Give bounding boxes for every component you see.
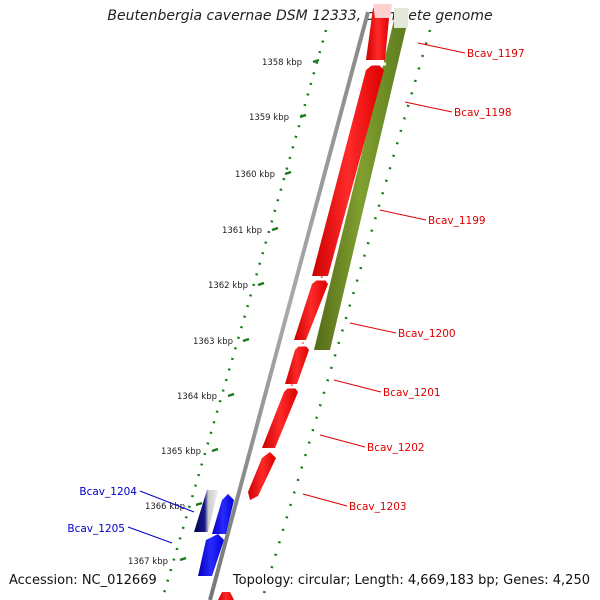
gene-label-bcav-1202: Bcav_1202 <box>367 442 425 454</box>
tick-mark <box>195 501 203 507</box>
tick-label: 1367 kbp <box>128 557 168 567</box>
gene-label-bcav-1204: Bcav_1204 <box>79 486 137 498</box>
gene-label-bcav-1199: Bcav_1199 <box>428 215 486 227</box>
tick-mark <box>227 392 235 398</box>
leader-line <box>139 490 195 513</box>
leader-line <box>349 322 397 334</box>
tick-mark <box>257 281 265 287</box>
leader-line <box>417 42 466 54</box>
leader-line <box>319 434 366 448</box>
gene-label-bcav-1198: Bcav_1198 <box>454 107 512 119</box>
scale-ticks: 1358 kbp 1359 kbp 1360 kbp 1361 kbp 1362 kbp… <box>128 58 320 567</box>
leader-line <box>302 493 348 507</box>
gene-arrow-bcav-1205b <box>198 534 224 576</box>
gene-arrow-bcav-1200 <box>285 342 309 384</box>
tick-mark <box>312 58 320 64</box>
tick-mark <box>179 556 187 562</box>
tick-label: 1363 kbp <box>193 337 233 347</box>
olive-feature-fade <box>394 8 408 28</box>
tick-label: 1366 kbp <box>145 502 185 512</box>
gene-arrow-bcav-1198 <box>312 62 384 276</box>
forward-gene-track <box>218 4 392 600</box>
gene-arrow-bcav-1202 <box>248 452 276 500</box>
accession-text: Accession: NC_012669 <box>9 573 157 588</box>
tick-mark <box>284 170 292 176</box>
gene-arrow-bcav-1197-fade <box>373 4 392 18</box>
topology-text: Topology: circular; Length: 4,669,183 bp… <box>232 573 590 588</box>
reverse-gene-track <box>194 490 234 576</box>
tick-label: 1364 kbp <box>177 392 217 402</box>
gene-arrow-bcav-1204 <box>194 490 218 532</box>
gene-arrow-bcav-1201 <box>262 384 298 448</box>
gene-labels: Bcav_1197 Bcav_1198 Bcav_1199 Bcav_1200 Bcav… <box>67 42 525 544</box>
tick-label: 1359 kbp <box>249 113 289 123</box>
tick-label: 1362 kbp <box>208 281 248 291</box>
gene-label-bcav-1200: Bcav_1200 <box>398 328 456 340</box>
gene-arrow-bcav-1205a <box>212 494 234 534</box>
gene-label-bcav-1205: Bcav_1205 <box>67 523 125 535</box>
tick-label: 1358 kbp <box>262 58 302 68</box>
gene-arrow-bcav-1203 <box>218 592 234 600</box>
gene-arrow-bcav-1199 <box>294 276 328 340</box>
tick-mark <box>211 447 219 453</box>
tick-label: 1365 kbp <box>161 447 201 457</box>
leader-line <box>127 526 173 544</box>
olive-feature-band <box>314 20 408 350</box>
tick-mark <box>271 226 279 232</box>
gene-separators <box>282 62 386 389</box>
gene-label-bcav-1197: Bcav_1197 <box>467 48 525 60</box>
leader-line <box>333 379 382 393</box>
genome-backbone <box>208 11 370 600</box>
tick-label: 1361 kbp <box>222 226 262 236</box>
tick-mark <box>242 337 250 343</box>
leader-line <box>404 101 453 113</box>
tick-label: 1360 kbp <box>235 170 275 180</box>
leader-line <box>379 209 427 221</box>
gene-label-bcav-1201: Bcav_1201 <box>383 387 441 399</box>
gene-arrow-bcav-1197 <box>366 8 390 60</box>
tick-mark <box>299 113 307 119</box>
gene-label-bcav-1203: Bcav_1203 <box>349 501 407 513</box>
